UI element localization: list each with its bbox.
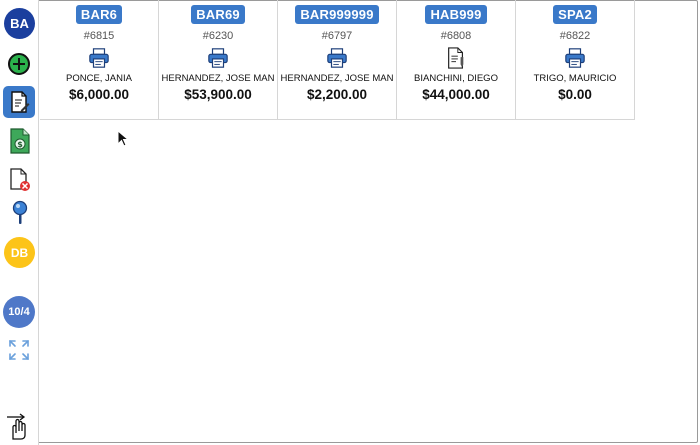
printer-icon[interactable] [207,47,229,69]
page-indicator-label: 10/4 [8,306,30,318]
order-number: #6822 [559,30,591,42]
order-card[interactable]: HAB999 #6808 BIANCHINI, DIEGO $44,000.00 [397,0,516,120]
search-button[interactable] [8,200,32,226]
add-order-button[interactable] [8,53,30,75]
cancel-document-icon [10,168,30,191]
printer-icon[interactable] [564,47,586,69]
order-number: #6797 [321,30,353,42]
order-amount: $0.00 [558,87,592,102]
edit-document-icon [11,91,30,113]
hand-pointer-icon [7,413,26,440]
avatar-initials: BA [10,16,29,31]
printer-icon[interactable] [326,47,348,69]
order-number: #6230 [202,30,234,42]
order-card[interactable]: BAR69 #6230 HERNANDEZ, JOSE MAN $53,900.… [159,0,278,120]
order-code-badge: HAB999 [425,5,487,24]
order-amount: $53,900.00 [184,87,252,102]
order-code-badge: BAR999999 [295,5,379,24]
svg-text:$: $ [17,140,23,149]
db-label: DB [10,245,29,260]
money-document-icon: $ [10,128,30,154]
edit-document-button[interactable] [3,86,35,118]
order-amount: $44,000.00 [422,87,490,102]
sidebar: BA $ [0,0,39,445]
customer-name: HERNANDEZ, JOSE MAN [161,73,275,84]
order-number: #6815 [83,30,115,42]
order-code-badge: BAR69 [191,5,245,24]
order-code-badge: SPA2 [553,5,597,24]
database-button[interactable]: DB [4,237,35,268]
user-avatar[interactable]: BA [4,8,35,39]
customer-name: TRIGO, MAURICIO [533,73,617,84]
printer-icon[interactable] [88,47,110,69]
order-code-badge: BAR6 [75,5,123,24]
order-card[interactable]: SPA2 #6822 TRIGO, MAURICIO $0.00 [516,0,635,120]
document-pen-icon[interactable] [445,47,467,69]
mouse-cursor-icon [117,130,129,147]
order-cards: BAR6 #6815 PONCE, JANIA $6,000.00 BAR69 … [40,0,635,120]
order-card[interactable]: BAR6 #6815 PONCE, JANIA $6,000.00 [40,0,159,120]
customer-name: PONCE, JANIA [66,73,132,84]
order-card[interactable]: BAR999999 #6797 HERNANDEZ, JOSE MAN $2,2… [278,0,397,120]
cancel-document-button[interactable] [8,168,32,192]
hand-swipe-button[interactable] [5,413,33,441]
order-number: #6808 [440,30,472,42]
customer-name: BIANCHINI, DIEGO [414,73,498,84]
expand-arrows-icon [9,340,29,360]
page-indicator[interactable]: 10/4 [3,296,35,328]
order-amount: $2,200.00 [306,87,368,102]
expand-button[interactable] [8,339,30,361]
money-document-button[interactable]: $ [8,128,32,154]
magnifier-icon [12,200,28,224]
order-amount: $6,000.00 [68,87,130,102]
customer-name: HERNANDEZ, JOSE MAN [280,73,394,84]
